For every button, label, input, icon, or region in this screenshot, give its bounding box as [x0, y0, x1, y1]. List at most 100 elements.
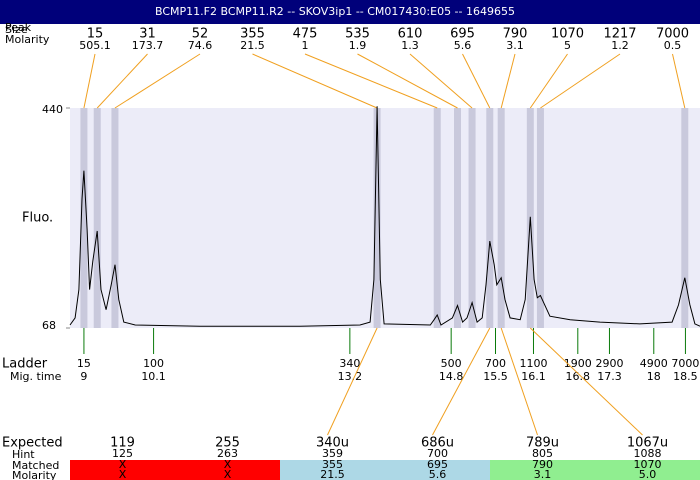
y-tick-label: 440	[42, 103, 63, 116]
matched-molarity: 3.1	[534, 468, 552, 480]
hint: 359	[322, 447, 343, 460]
ladder-time: 15.5	[483, 370, 508, 383]
peak-label: Peak	[5, 21, 32, 34]
peak-connector	[409, 53, 473, 109]
hint: 805	[532, 447, 553, 460]
ladder-size: 4900	[640, 357, 668, 370]
peak-connector	[83, 53, 96, 109]
peak-connector	[529, 53, 568, 109]
match-cell	[490, 460, 595, 480]
peak-size: 610	[398, 27, 423, 42]
ladder-time: 16.1	[521, 370, 546, 383]
match-connector	[327, 327, 378, 436]
peak-connector	[462, 53, 491, 109]
mig-time-label: Mig. time	[10, 370, 62, 383]
size-label: Size	[5, 23, 28, 36]
peak-size: 1070	[551, 27, 584, 42]
peak-size: 7000	[656, 27, 689, 42]
ladder-size: 100	[143, 357, 164, 370]
match-cell	[70, 460, 175, 480]
peak-band	[433, 108, 441, 328]
peak-band	[681, 108, 689, 328]
expected: 340u	[316, 436, 349, 451]
match-connector	[500, 327, 538, 436]
hint: 125	[112, 447, 133, 460]
peak-molarity: 1.9	[349, 39, 367, 52]
match-cell	[595, 460, 700, 480]
matched-molarity: 5.6	[429, 468, 447, 480]
peak-molarity: 505.1	[79, 39, 111, 52]
hint: 700	[427, 447, 448, 460]
ladder-time: 9	[80, 370, 87, 383]
match-cell	[280, 460, 385, 480]
peak-connector	[304, 53, 438, 109]
peak-molarity: 5	[564, 39, 571, 52]
ladder-time: 10.1	[141, 370, 166, 383]
match-connector	[432, 327, 491, 436]
ladder-size: 340	[339, 357, 360, 370]
peak-size: 31	[139, 27, 156, 42]
peak-connector	[114, 53, 201, 109]
peak-band	[468, 108, 476, 328]
peak-size: 695	[450, 27, 475, 42]
y-tick-label: 68	[42, 319, 56, 332]
matched: X	[119, 458, 127, 471]
peak-band	[373, 108, 381, 328]
peak-molarity: 74.6	[188, 39, 213, 52]
matched-molarity: X	[119, 468, 127, 480]
peak-molarity: 1.3	[401, 39, 419, 52]
row-label: Expected	[2, 436, 63, 451]
ladder-time: 18	[647, 370, 661, 383]
peak-molarity: 0.5	[664, 39, 682, 52]
expected: 119	[110, 436, 135, 451]
peak-size: 15	[87, 27, 104, 42]
peak-band	[497, 108, 505, 328]
peak-connector	[252, 53, 378, 109]
peak-molarity: 1	[302, 39, 309, 52]
ladder-label: Ladder	[2, 357, 48, 372]
match-cell	[385, 460, 490, 480]
ladder-size: 2900	[595, 357, 623, 370]
peak-molarity: 5.6	[454, 39, 472, 52]
molarity-label: Molarity	[5, 33, 50, 46]
peak-band	[111, 108, 119, 328]
row-label: Matched	[12, 459, 59, 472]
y-axis-label: Fluo.	[22, 211, 53, 226]
hint: 1088	[634, 447, 662, 460]
ladder-time: 17.3	[597, 370, 622, 383]
ladder-time: 13.2	[338, 370, 363, 383]
peak-band	[93, 108, 101, 328]
peak-band	[486, 108, 494, 328]
peak-molarity: 3.1	[506, 39, 524, 52]
expected: 686u	[421, 436, 454, 451]
peak-connector	[500, 53, 516, 109]
ladder-size: 7000	[671, 357, 699, 370]
ladder-size: 1100	[519, 357, 547, 370]
match-cell	[175, 460, 280, 480]
peak-molarity: 1.2	[611, 39, 629, 52]
peak-size: 52	[192, 27, 209, 42]
peak-molarity: 21.5	[240, 39, 265, 52]
matched: 1070	[634, 458, 662, 471]
peak-size: 475	[293, 27, 318, 42]
ladder-time: 14.8	[439, 370, 464, 383]
plot-area	[70, 108, 700, 328]
matched-molarity: X	[224, 468, 232, 480]
ladder-size: 700	[485, 357, 506, 370]
hint: 263	[217, 447, 238, 460]
fluorescence-trace	[69, 106, 700, 327]
peak-size: 790	[503, 27, 528, 42]
matched: X	[224, 458, 232, 471]
expected: 789u	[526, 436, 559, 451]
peak-size: 535	[345, 27, 370, 42]
peak-band	[453, 108, 461, 328]
peak-band	[80, 108, 88, 328]
header-bar	[0, 0, 700, 24]
ladder-size: 500	[441, 357, 462, 370]
peak-band	[536, 108, 544, 328]
matched: 355	[322, 458, 343, 471]
expected: 1067u	[627, 436, 668, 451]
match-connector	[529, 327, 643, 436]
row-label: Molarity	[12, 469, 57, 480]
peak-connector	[357, 53, 458, 109]
